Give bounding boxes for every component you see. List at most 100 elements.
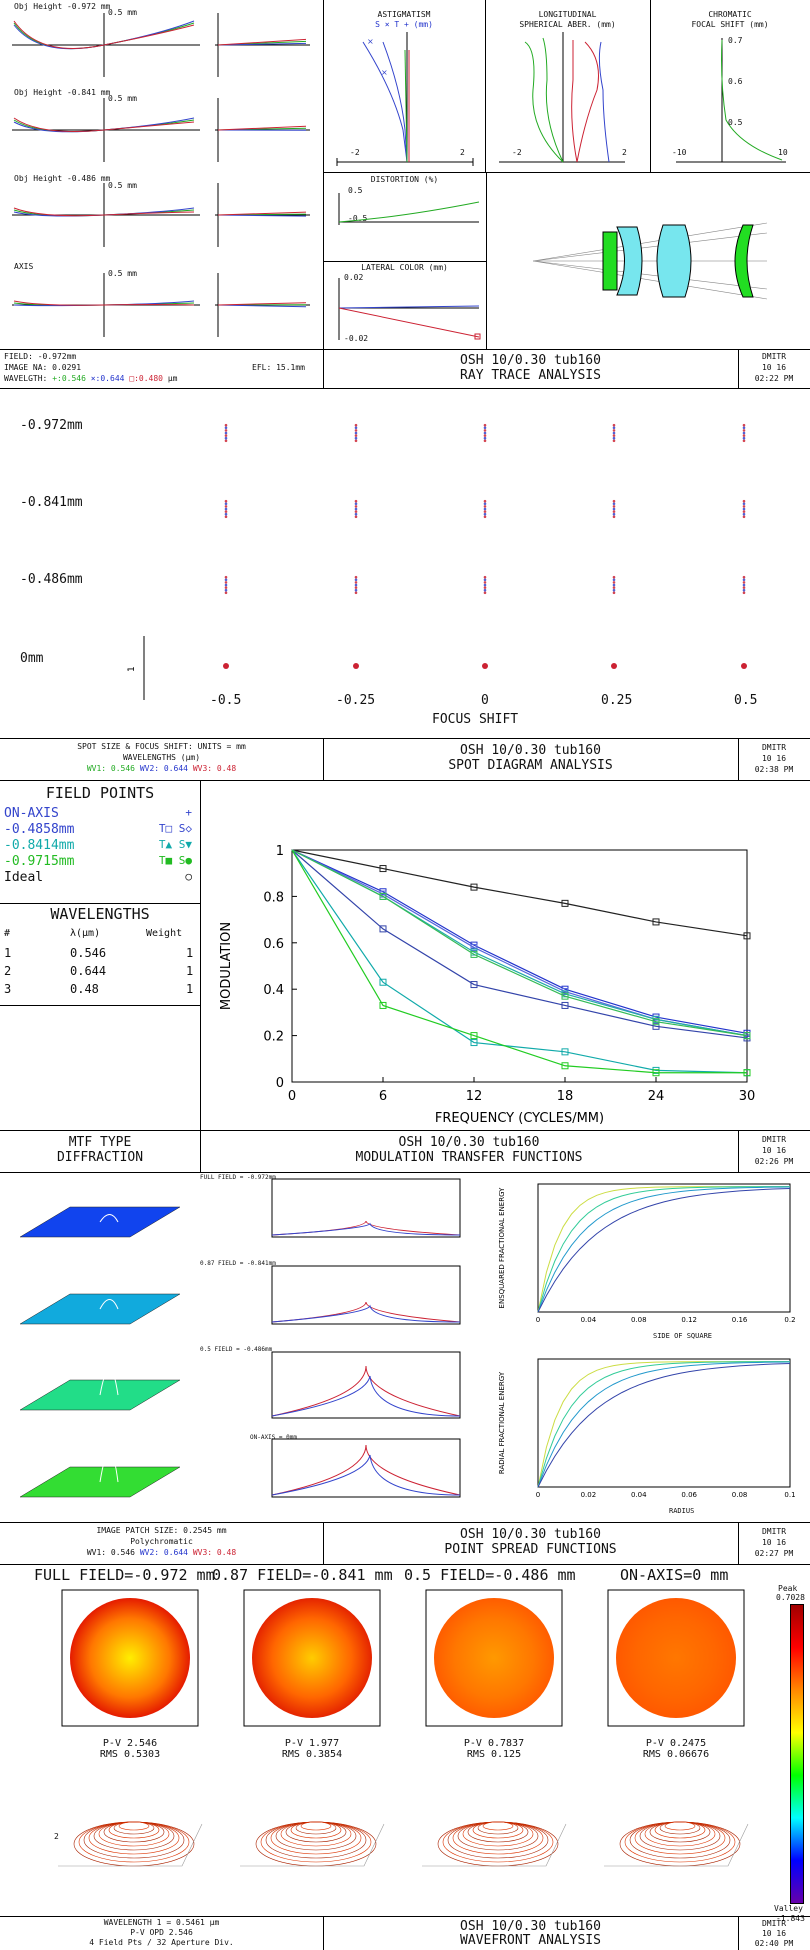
mtf-x-tick: 12 <box>466 1089 483 1104</box>
fan-scale-2: 0.5 mm <box>108 94 137 103</box>
spot-time: 02:38 PM <box>754 765 794 774</box>
field-point-name: -0.4858mm <box>4 822 75 837</box>
focus-shift-label: FOCUS SHIFT <box>432 712 519 727</box>
wl-head-weight: Weight <box>146 928 183 939</box>
spot-x-3: 0 <box>481 693 489 708</box>
mtf-y-tick: 0 <box>276 1076 284 1091</box>
mtf-x-tick: 24 <box>648 1089 665 1104</box>
field-point-name: Ideal <box>4 870 44 885</box>
psf-surfaces <box>19 1178 461 1498</box>
lateral-tick-top: 0.02 <box>344 273 364 282</box>
mtf-panel: FIELD POINTS ON-AXIS + -0.4858mm T□ S◇ -0.84… <box>0 780 810 1173</box>
spherical-aberration-plot <box>499 32 625 163</box>
psf-wv1: WV1: 0.546 <box>86 1548 135 1557</box>
astig-title: ASTIGMATISM <box>377 10 431 19</box>
wl-head-num: # <box>4 928 11 939</box>
rt-time: 02:22 PM <box>754 374 794 383</box>
rt-title-2: RAY TRACE ANALYSIS <box>460 368 601 383</box>
psf-y-axis-label: RADIAL FRACTIONAL ENERGY <box>498 1371 506 1474</box>
chrom-ytick-3: 0.5 <box>728 118 743 127</box>
wf-title-2: WAVEFRONT ANALYSIS <box>460 1933 601 1948</box>
spot-f-l2: WAVELENGTHS (μm) <box>122 753 201 762</box>
rt-wl3: □:0.480 <box>129 374 163 383</box>
mtf-y-tick: 0.4 <box>263 983 284 998</box>
mtf-data-point <box>743 1032 751 1040</box>
spot-date: 10 16 <box>761 754 787 763</box>
mtf-data-point <box>561 1001 569 1009</box>
field-point-symbol: T□ S◇ <box>158 822 192 835</box>
mtf-data-point <box>561 992 569 1000</box>
psf-x-tick: 0 <box>536 1491 540 1499</box>
mtf-data-point <box>470 943 478 951</box>
rt-field: FIELD: -0.972mm <box>4 352 77 361</box>
wf-rms-1: RMS 0.5303 <box>99 1749 161 1760</box>
astig-sub: S × T + (mm) <box>375 20 433 29</box>
field-point-name: ON-AXIS <box>4 806 59 821</box>
wavelength-cell: 2 <box>4 964 12 978</box>
wavelength-cell: 3 <box>4 982 12 996</box>
psf-x-tick: 0.04 <box>581 1316 597 1324</box>
mtf-y-tick: 0.8 <box>263 890 284 905</box>
psf-panel: FULL FIELD = -0.972mm 0.87 FIELD = -0.84… <box>0 1172 810 1565</box>
astig-tick-min: -2 <box>350 148 360 157</box>
mtf-data-point <box>743 932 751 940</box>
wf-rms-4: RMS 0.06676 <box>642 1749 710 1760</box>
valley-label: Valley <box>774 1904 803 1913</box>
peak-label: Peak <box>778 1584 798 1593</box>
mtf-type-1: MTF TYPE <box>68 1135 132 1150</box>
mtf-x-tick: 30 <box>739 1089 756 1104</box>
rt-wl1: +:0.546 <box>52 374 86 383</box>
fan-label-3: Obj Height -0.486 mm <box>14 174 111 183</box>
mtf-title-1: OSH 10/0.30 tub160 <box>398 1135 540 1150</box>
mtf-type-2: DIFFRACTION <box>56 1150 144 1165</box>
psf-time: 02:27 PM <box>754 1549 794 1558</box>
distortion-title: DISTORTION (%) <box>370 175 439 184</box>
mtf-series-line <box>291 849 748 1039</box>
wavelength-cell: 0.546 <box>70 946 107 960</box>
sph-title-1: LONGITUDINAL <box>538 10 597 19</box>
spot-wv3: WV3: 0.48 <box>192 764 237 773</box>
psf-x-tick: 0.02 <box>581 1491 597 1499</box>
rt-wl2: ×:0.644 <box>90 374 125 383</box>
wf-date: 10 16 <box>761 1929 787 1938</box>
mtf-x-tick: 6 <box>379 1089 387 1104</box>
mtf-data-point <box>470 1032 478 1040</box>
wf-time: 02:40 PM <box>754 1939 794 1948</box>
mtf-data-point <box>743 1069 751 1077</box>
field-point-symbol: ○ <box>185 870 192 883</box>
mtf-y-tick: 0.2 <box>263 1030 284 1045</box>
mtf-data-point <box>652 918 660 926</box>
mtf-series-line <box>291 849 748 1037</box>
chrom-ytick-1: 0.7 <box>728 36 743 45</box>
mtf-data-point <box>561 1048 569 1056</box>
mtf-data-point <box>379 925 387 933</box>
mtf-series-line <box>291 849 748 1034</box>
mtf-title-2: MODULATION TRANSFER FUNCTIONS <box>355 1150 583 1165</box>
field-point-symbol: + <box>185 806 192 819</box>
ensquared-energy-chart: 0 0.04 0.08 0.12 0.16 0.2 ENSQUARED FRACTIONAL… <box>498 1183 796 1324</box>
wavefront-colorbar <box>790 1604 804 1904</box>
mtf-date: 10 16 <box>761 1146 787 1155</box>
fan-label-4: AXIS <box>14 262 34 271</box>
svg-text:1: 1 <box>127 666 137 672</box>
spot-title-1: OSH 10/0.30 tub160 <box>460 743 601 758</box>
wf-pv-3: P-V 0.7837 <box>463 1738 525 1749</box>
field-point-item: -0.8414mm T▲ S▼ <box>4 838 196 853</box>
wavelength-cell: 1 <box>4 946 12 960</box>
mtf-data-point <box>470 883 478 891</box>
psf-y-axis-label: ENSQUARED FRACTIONAL ENERGY <box>498 1187 506 1309</box>
field-point-item: -0.4858mm T□ S◇ <box>4 822 196 837</box>
wf-header-4: ON-AXIS=0 mm <box>620 1566 729 1584</box>
wavelength-cell: 0.644 <box>70 964 107 978</box>
psf-x-tick: 0.2 <box>784 1316 795 1324</box>
ray-fan-plots <box>12 13 310 337</box>
psf-f-l2: Polychromatic <box>130 1537 193 1546</box>
field-point-item: Ideal ○ <box>4 870 196 885</box>
mtf-y-tick: 0.6 <box>263 937 284 952</box>
spot-row-label-1: -0.972mm <box>20 418 83 433</box>
rt-na: IMAGE NA: 0.0291 <box>4 363 82 372</box>
field-point-name: -0.8414mm <box>4 838 75 853</box>
astig-tick-max: 2 <box>460 148 465 157</box>
astigmatism-plot: × × <box>336 32 474 166</box>
wf-title-1: OSH 10/0.30 tub160 <box>460 1919 601 1934</box>
